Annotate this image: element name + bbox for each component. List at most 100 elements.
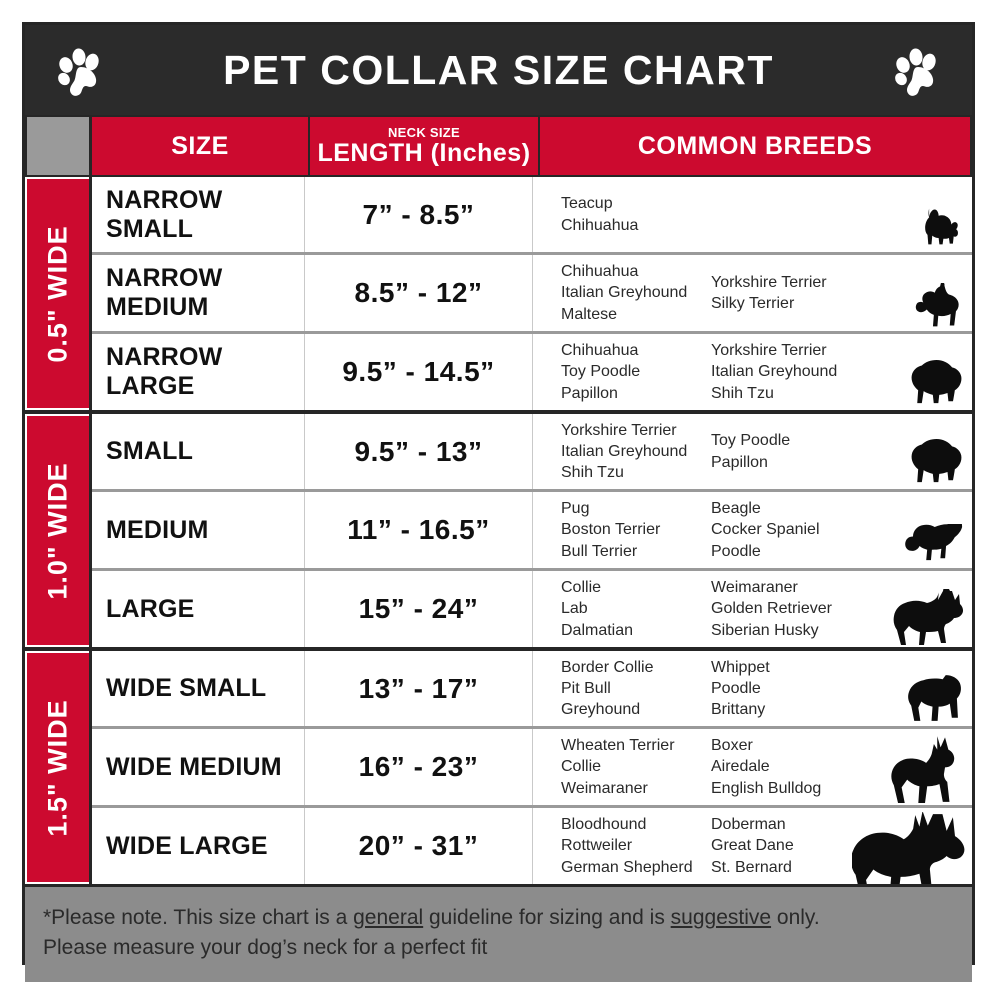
cell-neck-length: 13” - 17” (305, 651, 533, 726)
breed-name: Weimaraner (561, 779, 648, 797)
group-rows: SMALL 9.5” - 13” Yorkshire Terrier Italian … (89, 414, 972, 647)
cell-size-name: NARROW MEDIUM (92, 255, 305, 331)
breed-name: Italian Greyhound (561, 442, 688, 460)
breeds-column-1: Bloodhound Rottweiler German Shepherd (561, 814, 711, 878)
cell-neck-length: 15” - 24” (305, 571, 533, 647)
group-width-label: 0.5" WIDE (27, 179, 89, 408)
table-row: NARROW MEDIUM 8.5” - 12” Chihuahua Italian … (92, 255, 972, 334)
breed-name: Bloodhound (561, 816, 647, 834)
breed-name: Maltese (561, 305, 618, 323)
table-body: 0.5" WIDE NARROW SMALL 7” - 8.5” Teacup Chih… (25, 177, 972, 902)
breed-name: Cocker Spaniel (711, 521, 820, 539)
group-width-label: 1.5" WIDE (27, 653, 89, 882)
breed-name: Greyhound (561, 701, 641, 719)
cell-size-name: WIDE LARGE (92, 808, 305, 884)
cell-common-breeds: Bloodhound Rottweiler German Shepherd Dober… (533, 808, 972, 902)
cell-common-breeds: Pug Boston Terrier Bull Terrier Beagle Cocke… (533, 492, 972, 568)
breeds-column-2: Weimaraner Golden Retriever Siberian Husky (711, 577, 881, 641)
breeds-column-2: Yorkshire Terrier Silky Terrier (711, 272, 881, 315)
bulldog-silhouette (897, 671, 964, 724)
breeds-column-1: Teacup Chihuahua (561, 193, 711, 236)
breed-name: Pug (561, 500, 590, 518)
breeds-column-1: Yorkshire Terrier Italian Greyhound Shih T… (561, 420, 711, 484)
breeds-column-2: Toy Poodle Papillon (711, 430, 881, 473)
cell-size-name: WIDE MEDIUM (92, 729, 305, 805)
table-row: MEDIUM 11” - 16.5” Pug Boston Terrier Bull T… (92, 492, 972, 571)
breeds-column-1: Chihuahua Toy Poodle Papillon (561, 340, 711, 404)
breed-name: Brittany (711, 701, 766, 719)
cell-neck-length: 20” - 31” (305, 808, 533, 884)
cell-neck-length: 8.5” - 12” (305, 255, 533, 331)
group-rows: WIDE SMALL 13” - 17” Border Collie Pit Bull… (89, 651, 972, 902)
table-row: WIDE MEDIUM 16” - 23” Wheaten Terrier Colli… (92, 729, 972, 808)
table-column-headers: SIZE NECK SIZE LENGTH (Inches) COMMON BR… (25, 115, 972, 177)
breeds-column-1: Chihuahua Italian Greyhound Maltese (561, 261, 711, 325)
pet-collar-size-chart: PET COLLAR SIZE CHART SIZE NECK SIZE LEN… (22, 22, 975, 982)
breed-name: Poodle (711, 542, 761, 560)
breed-name: Toy Poodle (561, 363, 641, 381)
cell-common-breeds: Yorkshire Terrier Italian Greyhound Shih T… (533, 414, 972, 489)
column-header-size: SIZE (92, 117, 308, 175)
breed-name: Chihuahua (561, 342, 639, 360)
cell-neck-length: 9.5” - 13” (305, 414, 533, 489)
breed-name: Wheaten Terrier (561, 737, 675, 755)
chart-footnote: *Please note. This size chart is a gener… (25, 884, 972, 982)
beagle-silhouette (896, 524, 964, 566)
breed-name: St. Bernard (711, 858, 792, 876)
boxer-silhouette (886, 734, 964, 803)
breeds-column-2: Yorkshire Terrier Italian Greyhound Shih T… (711, 340, 881, 404)
chart-header: PET COLLAR SIZE CHART (25, 25, 972, 115)
cell-neck-length: 7” - 8.5” (305, 177, 533, 252)
breed-name: Shih Tzu (561, 464, 624, 482)
breed-name: Rottweiler (561, 837, 633, 855)
pomeranian-silhouette (909, 356, 964, 408)
corner-spacer (27, 117, 89, 175)
breed-name: Yorkshire Terrier (711, 342, 827, 360)
breed-name: Beagle (711, 500, 761, 518)
column-header-breeds: COMMON BREEDS (540, 117, 970, 175)
footnote-underline-general: general (353, 906, 424, 929)
breed-name: Pit Bull (561, 679, 611, 697)
breed-name: Lab (561, 600, 588, 618)
cell-common-breeds: Wheaten Terrier Collie Weimaraner Boxer Aire… (533, 729, 972, 805)
breeds-column-1: Pug Boston Terrier Bull Terrier (561, 498, 711, 562)
footnote-text-c: only. (771, 906, 820, 929)
size-group: 1.0" WIDE SMALL 9.5” - 13” Yorkshire Terrie… (25, 410, 972, 647)
breed-name: Poodle (711, 679, 761, 697)
breed-name: Boston Terrier (561, 521, 661, 539)
cell-size-name: NARROW LARGE (92, 334, 305, 410)
column-header-size-label: SIZE (171, 131, 229, 160)
pomeranian-silhouette (909, 435, 964, 487)
footnote-line-1: *Please note. This size chart is a gener… (43, 903, 954, 933)
breed-name: Collie (561, 758, 602, 776)
size-group: 1.5" WIDE WIDE SMALL 13” - 17” Border Colli… (25, 647, 972, 902)
cell-neck-length: 16” - 23” (305, 729, 533, 805)
shepherd-silhouette (884, 589, 964, 645)
group-width-label-text: 1.0" WIDE (42, 461, 73, 600)
breeds-column-1: Wheaten Terrier Collie Weimaraner (561, 735, 711, 799)
cell-size-name: WIDE SMALL (92, 651, 305, 726)
cell-size-name: NARROW SMALL (92, 177, 305, 252)
breed-name: Border Collie (561, 658, 654, 676)
breeds-column-2: Beagle Cocker Spaniel Poodle (711, 498, 881, 562)
paw-print-icon (57, 45, 103, 97)
breed-name: Teacup (561, 195, 613, 213)
page-title: PET COLLAR SIZE CHART (223, 46, 774, 93)
cell-common-breeds: Teacup Chihuahua (533, 177, 972, 252)
group-width-label-text: 0.5" WIDE (42, 224, 73, 363)
breed-name: Toy Poodle (711, 432, 791, 450)
table-row: LARGE 15” - 24” Collie Lab Dalmatian Weimaran… (92, 571, 972, 647)
table-row: NARROW SMALL 7” - 8.5” Teacup Chihuahua (92, 177, 972, 255)
yorkshire-terrier-silhouette (918, 207, 964, 250)
breeds-column-2: Boxer Airedale English Bulldog (711, 735, 881, 799)
breed-name: Airedale (711, 758, 770, 776)
breed-name: Italian Greyhound (711, 363, 838, 381)
cell-common-breeds: Chihuahua Italian Greyhound Maltese Yorkshi… (533, 255, 972, 331)
column-header-length: NECK SIZE LENGTH (Inches) (310, 117, 538, 175)
paw-print-icon (894, 45, 940, 97)
breed-name: Golden Retriever (711, 600, 832, 618)
group-width-label-text: 1.5" WIDE (42, 698, 73, 837)
breed-name: Boxer (711, 737, 753, 755)
size-group: 0.5" WIDE NARROW SMALL 7” - 8.5” Teacup Chih… (25, 177, 972, 410)
group-width-label: 1.0" WIDE (27, 416, 89, 645)
